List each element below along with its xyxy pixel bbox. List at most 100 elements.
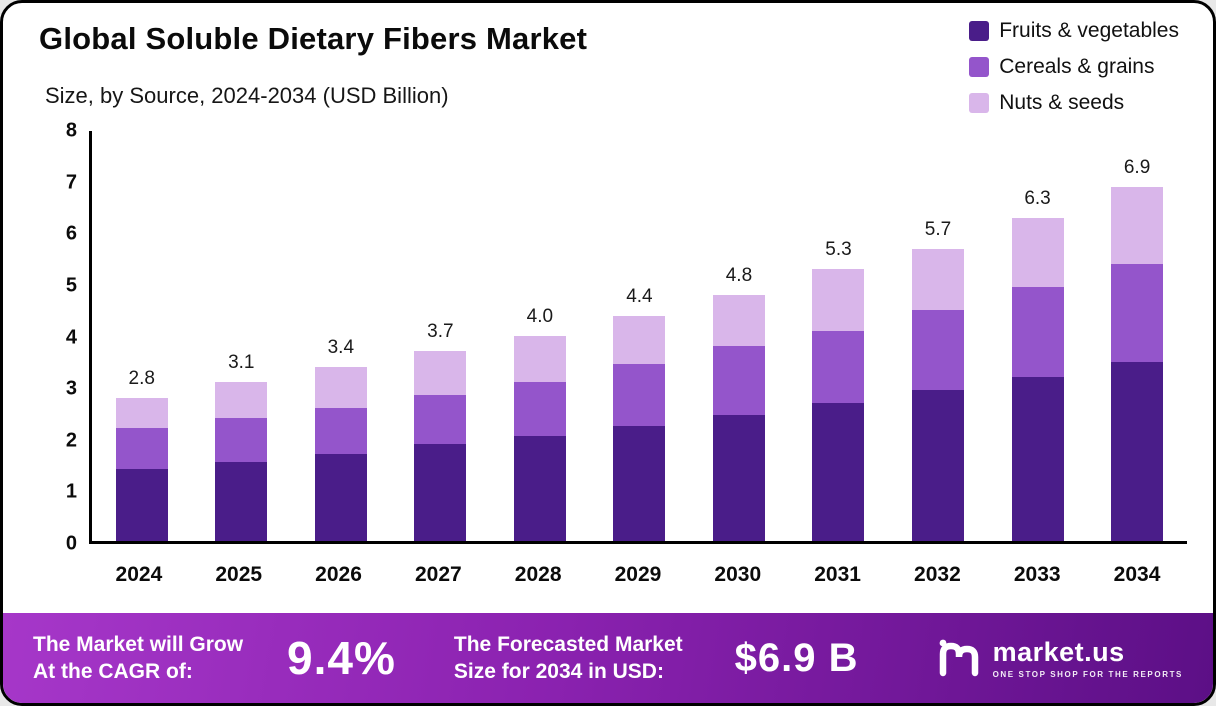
bar-segment-fruits-vegetables	[513, 435, 566, 541]
legend-swatch-icon	[969, 93, 990, 113]
bar-2031: 5.3	[812, 131, 865, 541]
brand-name: market.us	[992, 637, 1125, 667]
legend-label: Nuts & seeds	[999, 91, 1125, 114]
bar-segment-nuts-seeds	[1111, 187, 1164, 265]
x-axis: 2024 2025 2026 2027 2028 2029 2030 2031 2032 2033…	[89, 557, 1187, 593]
bar-segment-fruits-vegetables	[414, 443, 467, 541]
bar-segment-cereals-grains	[912, 310, 965, 390]
bar-segment-fruits-vegetables	[115, 469, 168, 541]
bar-total-label: 4.8	[725, 265, 753, 286]
brand-tagline: ONE STOP SHOP FOR THE REPORTS	[992, 670, 1183, 679]
bar-segment-cereals-grains	[215, 418, 268, 462]
bar-total-label: 4.4	[626, 285, 653, 307]
bar-total-label: 5.3	[825, 239, 852, 261]
y-tick-label: 6	[65, 222, 77, 245]
bar-segment-fruits-vegetables	[314, 453, 367, 541]
bar-2027: 3.7	[414, 131, 467, 541]
footer-banner: The Market will Grow At the CAGR of: 9.4…	[3, 613, 1213, 703]
legend-item: Fruits & vegetables	[969, 19, 1179, 43]
x-tick-label: 2024	[115, 563, 163, 586]
cagr-value: 9.4%	[287, 632, 396, 684]
x-tick-label: 2027	[414, 563, 462, 586]
bar-2029: 4.4	[613, 131, 666, 541]
y-tick-label: 2	[65, 429, 77, 452]
bar-segment-cereals-grains	[513, 382, 566, 436]
bar-segment-nuts-seeds	[115, 397, 168, 429]
bar-2034: 6.9	[1111, 131, 1164, 541]
x-tick-label: 2032	[914, 563, 961, 586]
bar-segment-nuts-seeds	[812, 269, 865, 331]
bars: 2.8 3.1 3.4 3.7 4.0 4.4 4.8 5.3 5.7 6.3 6.9	[92, 131, 1187, 541]
cagr-label-line1: The Market will Grow	[33, 632, 244, 656]
y-axis: 0 1 2 3 4 5 6 7 8	[3, 120, 77, 555]
marketus-logo-icon	[937, 637, 983, 679]
y-tick-label: 0	[65, 532, 77, 555]
brand-text: market.us ONE STOP SHOP FOR THE REPORTS	[993, 637, 1183, 679]
bar-2030: 4.8	[712, 131, 765, 541]
cagr-label: The Market will Grow At the CAGR of:	[33, 631, 243, 686]
x-tick-label: 2034	[1113, 563, 1161, 586]
bar-segment-nuts-seeds	[414, 351, 467, 395]
legend-item: Cereals & grains	[969, 55, 1179, 79]
bar-segment-cereals-grains	[1111, 264, 1164, 362]
bar-2033: 6.3	[1011, 131, 1064, 541]
bar-segment-cereals-grains	[1011, 287, 1064, 377]
bar-total-label: 2.8	[128, 367, 155, 389]
bar-total-label: 6.3	[1024, 188, 1051, 210]
legend-label: Cereals & grains	[999, 55, 1155, 78]
x-tick-label: 2026	[315, 563, 362, 586]
brand-logo: market.us ONE STOP SHOP FOR THE REPORTS	[937, 637, 1183, 679]
cagr-label-line2: At the CAGR of:	[33, 660, 193, 683]
x-tick-label: 2029	[614, 563, 662, 586]
y-tick-label: 3	[65, 377, 77, 400]
bar-2025: 3.1	[215, 131, 268, 541]
bar-2024: 2.8	[115, 131, 168, 541]
legend-swatch-icon	[969, 57, 990, 77]
y-tick-label: 8	[65, 119, 77, 142]
bar-segment-cereals-grains	[712, 346, 765, 416]
bar-segment-nuts-seeds	[712, 295, 765, 347]
bar-total-label: 3.7	[427, 321, 454, 343]
bar-segment-cereals-grains	[812, 330, 865, 403]
bar-segment-nuts-seeds	[912, 248, 965, 311]
bar-segment-nuts-seeds	[513, 336, 566, 383]
bar-total-label: 3.4	[327, 336, 355, 358]
bar-2032: 5.7	[912, 131, 965, 541]
bar-segment-cereals-grains	[414, 394, 467, 444]
bar-segment-nuts-seeds	[215, 382, 268, 418]
y-tick-label: 1	[65, 480, 77, 503]
bar-segment-fruits-vegetables	[613, 425, 666, 541]
legend-swatch-icon	[969, 21, 990, 41]
x-tick-label: 2030	[714, 563, 762, 586]
y-tick-label: 4	[65, 326, 77, 348]
bar-segment-cereals-grains	[613, 364, 666, 426]
bar-segment-fruits-vegetables	[712, 415, 765, 541]
y-tick-label: 7	[65, 171, 77, 194]
forecast-label-line2: Size for 2034 in USD:	[453, 660, 664, 683]
bar-segment-nuts-seeds	[613, 315, 666, 365]
forecast-label: The Forecasted Market Size for 2034 in U…	[454, 631, 683, 686]
bar-segment-fruits-vegetables	[912, 389, 965, 541]
bar-segment-nuts-seeds	[1011, 218, 1064, 288]
x-tick-label: 2033	[1013, 563, 1061, 586]
bar-segment-fruits-vegetables	[215, 461, 268, 541]
bar-segment-fruits-vegetables	[1111, 361, 1164, 541]
page-title: Global Soluble Dietary Fibers Market	[39, 21, 588, 56]
chart-legend: Fruits & vegetables Cereals & grains Nuts …	[969, 19, 1179, 115]
legend-item: Nuts & seeds	[969, 91, 1179, 115]
page-subtitle: Size, by Source, 2024-2034 (USD Billion)	[45, 83, 449, 108]
forecast-value: $6.9 B	[734, 635, 859, 680]
x-tick-label: 2028	[514, 563, 562, 586]
x-tick-label: 2025	[215, 563, 263, 586]
y-tick-label: 5	[65, 274, 77, 297]
forecast-label-line1: The Forecasted Market	[453, 632, 683, 656]
bar-segment-fruits-vegetables	[812, 402, 865, 541]
bar-total-label: 6.9	[1123, 157, 1151, 179]
bar-segment-fruits-vegetables	[1011, 377, 1064, 541]
bar-segment-cereals-grains	[314, 407, 367, 454]
x-tick-label: 2031	[814, 563, 861, 586]
legend-label: Fruits & vegetables	[999, 19, 1179, 42]
bar-total-label: 3.1	[228, 352, 255, 374]
bar-segment-nuts-seeds	[314, 366, 367, 408]
